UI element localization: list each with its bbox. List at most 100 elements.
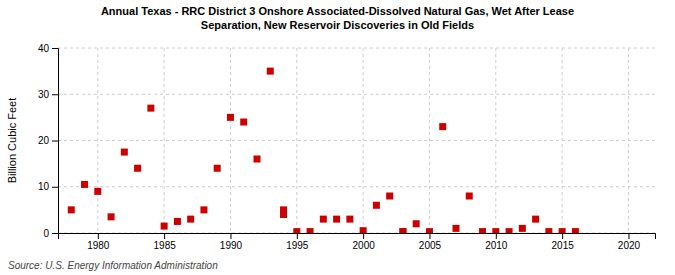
x-tick-mark: [297, 233, 298, 239]
y-grid-line: [58, 48, 655, 49]
y-tick-mark: [52, 233, 58, 234]
point: [320, 216, 327, 223]
point: [280, 206, 287, 213]
point: [254, 156, 261, 163]
x-grid-line: [363, 48, 364, 233]
point: [572, 228, 579, 233]
x-tick-mark: [496, 233, 497, 239]
x-tick: 1980: [87, 233, 110, 251]
y-tick: 40: [38, 43, 58, 54]
x-tick-label: 2005: [419, 240, 442, 251]
points: [68, 68, 579, 233]
x-grid-line: [562, 48, 563, 233]
point: [240, 119, 247, 126]
point: [373, 202, 380, 209]
y-grid-line: [58, 140, 655, 141]
y-axis-line: [52, 49, 59, 234]
x-tick: 2000: [353, 233, 376, 251]
x-tick: 2020: [618, 233, 641, 251]
x-tick: 2015: [552, 233, 575, 251]
point: [161, 223, 168, 230]
point: [466, 193, 473, 200]
point: [94, 188, 101, 195]
point: [545, 228, 552, 233]
x-axis: 1980 1985 1990 1995 2000 2005 2010 2015 2020: [59, 233, 656, 251]
point: [386, 193, 393, 200]
x-grid-line: [230, 48, 231, 233]
x-tick-label: 2010: [485, 240, 508, 251]
point: [492, 228, 499, 233]
chart: 1980 1985 1990 1995 2000 2005 2010 2015 2020 0 10 2…: [0, 0, 675, 275]
x-tick: 1990: [220, 233, 243, 251]
point: [227, 114, 234, 121]
y-tick-mark: [52, 48, 58, 49]
x-tick-label: 1985: [154, 240, 177, 251]
y-tick-label: 20: [38, 135, 50, 146]
x-tick-label: 2015: [552, 240, 575, 251]
point: [559, 228, 566, 233]
y-grid-line: [58, 94, 655, 95]
point: [333, 216, 340, 223]
point: [200, 206, 207, 213]
x-tick: 1995: [286, 233, 309, 251]
grid: [58, 48, 655, 233]
point: [81, 181, 88, 188]
y-tick: 10: [38, 181, 58, 192]
x-grid-line: [97, 48, 98, 233]
point: [506, 228, 513, 233]
point: [293, 228, 300, 233]
y-grid-line: [58, 186, 655, 187]
x-tick-mark: [562, 233, 563, 239]
y-tick-label: 0: [43, 228, 49, 239]
point: [68, 206, 75, 213]
y-tick-label: 30: [38, 89, 50, 100]
point: [399, 228, 406, 233]
y-tick-mark: [52, 187, 58, 188]
point: [413, 220, 420, 227]
point: [214, 165, 221, 172]
x-tick: 2005: [419, 233, 442, 251]
point: [134, 165, 141, 172]
x-tick-mark: [164, 233, 165, 239]
y-axis-title: Billion Cubic Feet: [6, 98, 18, 184]
point: [426, 228, 433, 233]
y-tick: 0: [43, 228, 58, 239]
x-tick-label: 1995: [286, 240, 309, 251]
x-grid-line: [296, 48, 297, 233]
x-tick-mark: [363, 233, 364, 239]
x-tick-mark: [628, 233, 629, 239]
x-tick: 1985: [154, 233, 177, 251]
x-tick: 2010: [485, 233, 508, 251]
point: [532, 216, 539, 223]
point: [453, 225, 460, 232]
x-tick-mark: [98, 233, 99, 239]
y-tick-label: 40: [38, 43, 50, 54]
y-tick: 20: [38, 135, 58, 146]
x-tick-label: 1990: [220, 240, 243, 251]
x-tick-label: 1980: [87, 240, 110, 251]
point: [187, 216, 194, 223]
point: [121, 149, 128, 156]
point: [108, 213, 115, 220]
point: [519, 225, 526, 232]
y-tick-label: 10: [38, 181, 50, 192]
point: [399, 228, 406, 233]
x-grid-line: [429, 48, 430, 233]
x-tick-label: 2020: [618, 240, 641, 251]
x-axis-line: [59, 234, 656, 240]
point: [307, 228, 314, 233]
y-axis: 0 10 20 30 40: [38, 43, 59, 239]
y-tick-mark: [52, 141, 58, 142]
y-tick: 30: [38, 89, 58, 100]
y-tick-mark: [52, 94, 58, 95]
point: [479, 228, 486, 233]
x-tick-mark: [429, 233, 430, 239]
point: [439, 123, 446, 130]
point: [346, 216, 353, 223]
x-grid-line: [628, 48, 629, 233]
x-grid-line: [495, 48, 496, 233]
source-note: Source: U.S. Energy Information Administ…: [8, 260, 218, 271]
x-tick-mark: [230, 233, 231, 239]
point: [360, 227, 367, 233]
point: [174, 218, 181, 225]
